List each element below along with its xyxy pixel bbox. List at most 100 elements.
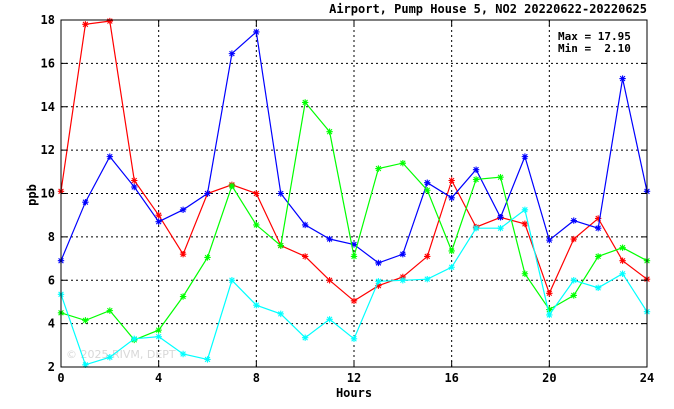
data-point — [131, 335, 138, 343]
data-point — [570, 217, 577, 224]
data-point — [521, 270, 529, 277]
data-point — [570, 292, 577, 299]
data-point — [326, 277, 333, 284]
data-point — [375, 278, 382, 285]
x-axis-label: Hours — [336, 386, 372, 400]
data-point — [424, 253, 431, 260]
data-point — [155, 333, 162, 340]
data-point — [546, 311, 553, 319]
x-tick-label: 24 — [640, 371, 654, 385]
data-point — [350, 297, 358, 305]
data-point — [253, 28, 260, 36]
data-point — [253, 221, 260, 229]
data-point — [155, 211, 162, 219]
chart-title: Airport, Pump House 5, NO2 20220622-2022… — [329, 2, 647, 16]
data-point — [106, 153, 114, 160]
data-point — [497, 214, 504, 221]
x-tick-label: 12 — [347, 371, 361, 385]
y-axis-label: ppb — [25, 184, 39, 206]
grid — [61, 20, 647, 367]
y-tick-label: 2 — [48, 360, 55, 374]
data-point — [424, 187, 431, 194]
y-tick-label: 18 — [41, 13, 55, 27]
data-point — [497, 225, 504, 232]
x-tick-label: 0 — [57, 371, 64, 385]
watermark: © 2025 RIVM, DEPT — [66, 348, 176, 361]
data-point — [301, 99, 309, 106]
data-point — [594, 215, 602, 222]
data-point — [448, 264, 455, 271]
data-point — [375, 282, 382, 289]
plot-frame — [60, 19, 648, 368]
data-point — [350, 335, 358, 343]
data-point — [326, 128, 333, 135]
data-point — [277, 310, 284, 318]
data-point — [546, 306, 553, 313]
data-point — [106, 17, 114, 25]
y-tick-label: 12 — [41, 143, 55, 157]
data-point — [619, 75, 626, 82]
data-point — [131, 177, 138, 184]
data-point — [399, 251, 407, 258]
data-point — [253, 301, 260, 309]
min-label: Min = 2.10 — [558, 42, 631, 55]
y-tick-label: 8 — [48, 230, 55, 244]
data-point — [82, 317, 89, 324]
data-point — [472, 176, 480, 183]
data-point — [350, 241, 358, 248]
data-point — [131, 183, 138, 191]
y-tick-label: 4 — [48, 317, 55, 331]
data-point — [301, 253, 309, 260]
y-tick-label: 16 — [41, 56, 55, 70]
data-point — [228, 277, 236, 284]
data-point — [253, 190, 260, 197]
data-point — [594, 225, 602, 232]
y-tick-label: 14 — [41, 100, 55, 114]
data-point — [301, 221, 309, 229]
data-point — [399, 277, 407, 284]
data-point — [179, 251, 187, 258]
data-point — [399, 273, 407, 281]
data-point — [619, 270, 626, 277]
data-point — [570, 277, 577, 284]
data-point — [106, 307, 114, 314]
data-point — [619, 244, 626, 251]
data-point — [155, 218, 162, 225]
data-point — [570, 235, 577, 243]
x-tick-label: 20 — [542, 371, 556, 385]
series-layer — [57, 17, 651, 369]
data-point — [594, 253, 602, 260]
data-point — [228, 50, 236, 57]
data-point — [399, 159, 407, 167]
data-point — [326, 316, 333, 323]
data-point — [106, 354, 114, 361]
data-point — [546, 236, 553, 244]
x-tick-label: 8 — [253, 371, 260, 385]
max-label: Max = 17.95 — [558, 30, 631, 43]
data-point — [82, 361, 89, 369]
data-point — [277, 190, 284, 197]
data-point — [521, 153, 529, 160]
data-point — [82, 198, 89, 206]
data-point — [594, 284, 602, 292]
data-point — [448, 194, 455, 202]
data-point — [155, 326, 162, 334]
data-point — [497, 174, 504, 181]
data-point — [179, 293, 187, 300]
data-point — [546, 290, 553, 297]
x-tick-label: 16 — [444, 371, 458, 385]
y-tick-label: 6 — [48, 273, 55, 287]
series-2 — [57, 28, 651, 267]
data-point — [424, 179, 431, 186]
data-point — [326, 235, 333, 243]
data-point — [424, 275, 431, 283]
data-point — [619, 257, 626, 264]
y-tick-label: 10 — [41, 187, 55, 201]
data-point — [228, 182, 236, 190]
data-point — [521, 206, 529, 213]
data-point — [521, 220, 529, 228]
x-tick-label: 4 — [155, 371, 162, 385]
data-point — [375, 165, 382, 172]
data-point — [301, 334, 309, 341]
